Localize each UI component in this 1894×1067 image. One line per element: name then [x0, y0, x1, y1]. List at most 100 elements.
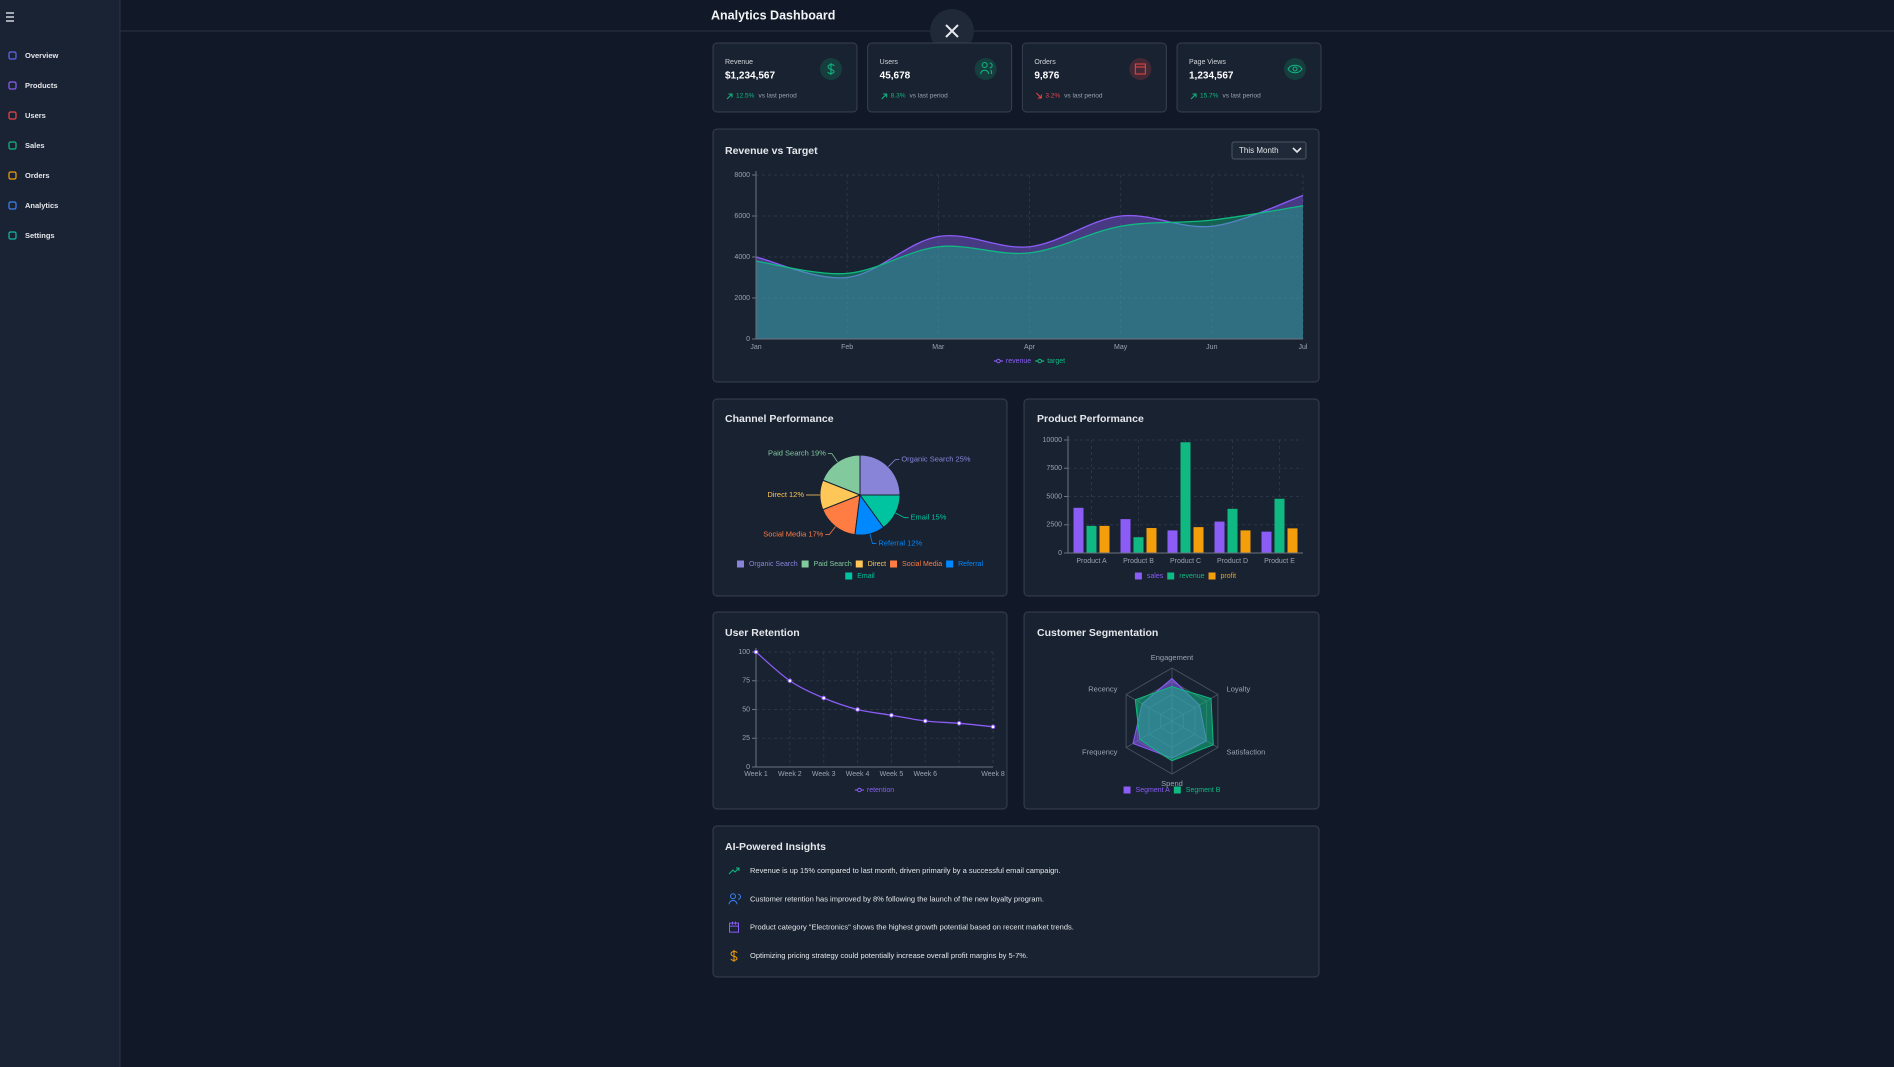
- bar: [1133, 537, 1144, 553]
- y-tick-label: 0: [746, 336, 750, 343]
- point: [922, 718, 928, 724]
- kpi-card: [1176, 42, 1322, 113]
- legend-swatch: [1173, 786, 1181, 794]
- sidebar: [0, 0, 120, 1067]
- legend-swatch: [1037, 358, 1042, 364]
- point: [956, 721, 962, 726]
- insight-text: Revenue is up 15% compared to last month…: [750, 866, 1061, 875]
- x-tick-label: Week 4: [846, 771, 870, 778]
- kpi-icon: [1134, 63, 1146, 75]
- legend-swatch: [1208, 572, 1216, 580]
- nav-item[interactable]: Overview: [25, 51, 59, 60]
- nav-icon: [8, 201, 17, 210]
- x-tick-label: Jun: [1206, 344, 1217, 351]
- pie-label: Paid Search 19%: [768, 449, 826, 458]
- nav-item[interactable]: Products: [25, 81, 58, 90]
- trend-icon: [1190, 93, 1197, 100]
- radar-axis-label: Spend: [1161, 779, 1183, 788]
- insight-text: Customer retention has improved by 8% fo…: [750, 894, 1044, 903]
- label-leader: [825, 526, 836, 535]
- x-tick-label: Feb: [841, 344, 853, 351]
- dropdown-label: This Month: [1239, 146, 1279, 155]
- x-tick-label: Week 8: [981, 771, 1005, 778]
- chart-title: Customer Segmentation: [1037, 627, 1158, 639]
- point: [855, 707, 860, 712]
- legend-label: profit: [1221, 573, 1237, 580]
- radar-axis-label: Recency: [1088, 684, 1117, 693]
- nav-item[interactable]: Orders: [25, 171, 50, 180]
- y-tick-label: 0: [746, 764, 750, 771]
- x-tick-label: Week 1: [744, 771, 768, 778]
- x-tick-label: Week 3: [812, 771, 836, 778]
- nav-icon: [8, 231, 17, 240]
- bar: [1073, 507, 1084, 553]
- x-tick-label: Product C: [1170, 558, 1201, 565]
- bar: [1274, 498, 1285, 553]
- legend-swatch: [996, 358, 1001, 364]
- legend-label: Organic Search: [749, 561, 798, 568]
- legend-label: Email: [857, 573, 875, 580]
- pie-label: Social Media 17%: [763, 529, 823, 538]
- nav-icon: [8, 171, 17, 180]
- y-tick-label: 25: [742, 735, 750, 742]
- point: [990, 724, 996, 730]
- nav-item[interactable]: Settings: [25, 231, 55, 240]
- y-tick-label: 0: [1058, 550, 1062, 557]
- legend-label: Paid Search: [814, 561, 852, 568]
- insight-text: Product category "Electronics" shows the…: [750, 923, 1074, 932]
- line: [755, 205, 1304, 275]
- insights-title: AI-Powered Insights: [725, 841, 826, 853]
- period-dropdown[interactable]: This Month: [1231, 141, 1307, 160]
- nav-item[interactable]: Sales: [25, 141, 45, 150]
- bar: [1167, 530, 1178, 553]
- bar: [1099, 525, 1110, 553]
- trend-icon: [881, 93, 888, 100]
- x-tick-label: Mar: [932, 344, 945, 351]
- point: [787, 678, 793, 684]
- bar: [1193, 527, 1204, 553]
- legend-label: sales: [1147, 573, 1164, 580]
- legend-swatch: [946, 560, 954, 568]
- pie-label: Direct 12%: [767, 490, 804, 499]
- close-button[interactable]: [930, 9, 974, 53]
- bar: [1287, 528, 1298, 553]
- pie-label: Email 15%: [911, 513, 947, 522]
- kpi-label: Page Views: [1189, 59, 1226, 66]
- legend-swatch: [1167, 572, 1175, 580]
- label-leader: [895, 512, 909, 519]
- legend-swatch: [845, 572, 853, 580]
- kpi-card: [712, 42, 858, 113]
- point: [753, 649, 759, 655]
- legend-label: retention: [867, 787, 894, 794]
- nav-item[interactable]: Analytics: [25, 201, 58, 210]
- x-tick-label: Week 5: [880, 771, 904, 778]
- kpi-value: 45,678: [880, 71, 911, 82]
- nav-item[interactable]: Users: [25, 111, 46, 120]
- kpi-change: 12.5%: [736, 93, 755, 100]
- trend-icon: [1035, 92, 1042, 99]
- bar: [1180, 442, 1191, 553]
- nav-icon: [8, 81, 17, 90]
- kpi-label: Revenue: [725, 59, 753, 66]
- radar-axis-label: Satisfaction: [1227, 747, 1266, 756]
- legend-swatch: [1123, 786, 1131, 794]
- insight-text: Optimizing pricing strategy could potent…: [750, 951, 1028, 960]
- legend-label: target: [1047, 358, 1065, 365]
- kpi-icon-bg: [1129, 58, 1152, 80]
- kpi-value: 1,234,567: [1189, 71, 1234, 82]
- x-tick-label: Product A: [1076, 558, 1107, 565]
- label-leader: [827, 453, 838, 463]
- y-tick-label: 8000: [734, 172, 750, 179]
- chart-title: Channel Performance: [725, 413, 834, 425]
- close-icon: [945, 24, 959, 38]
- x-tick-label: Jan: [750, 344, 761, 351]
- radar-axis-label: Frequency: [1082, 747, 1118, 756]
- dropdown-box: [1231, 141, 1307, 160]
- legend-label: Direct: [868, 561, 886, 568]
- kpi-change: 3.2%: [1045, 93, 1060, 100]
- radar-axis-label: Engagement: [1151, 653, 1194, 662]
- menu-button[interactable]: [6, 12, 14, 22]
- pie-slice: [822, 454, 861, 496]
